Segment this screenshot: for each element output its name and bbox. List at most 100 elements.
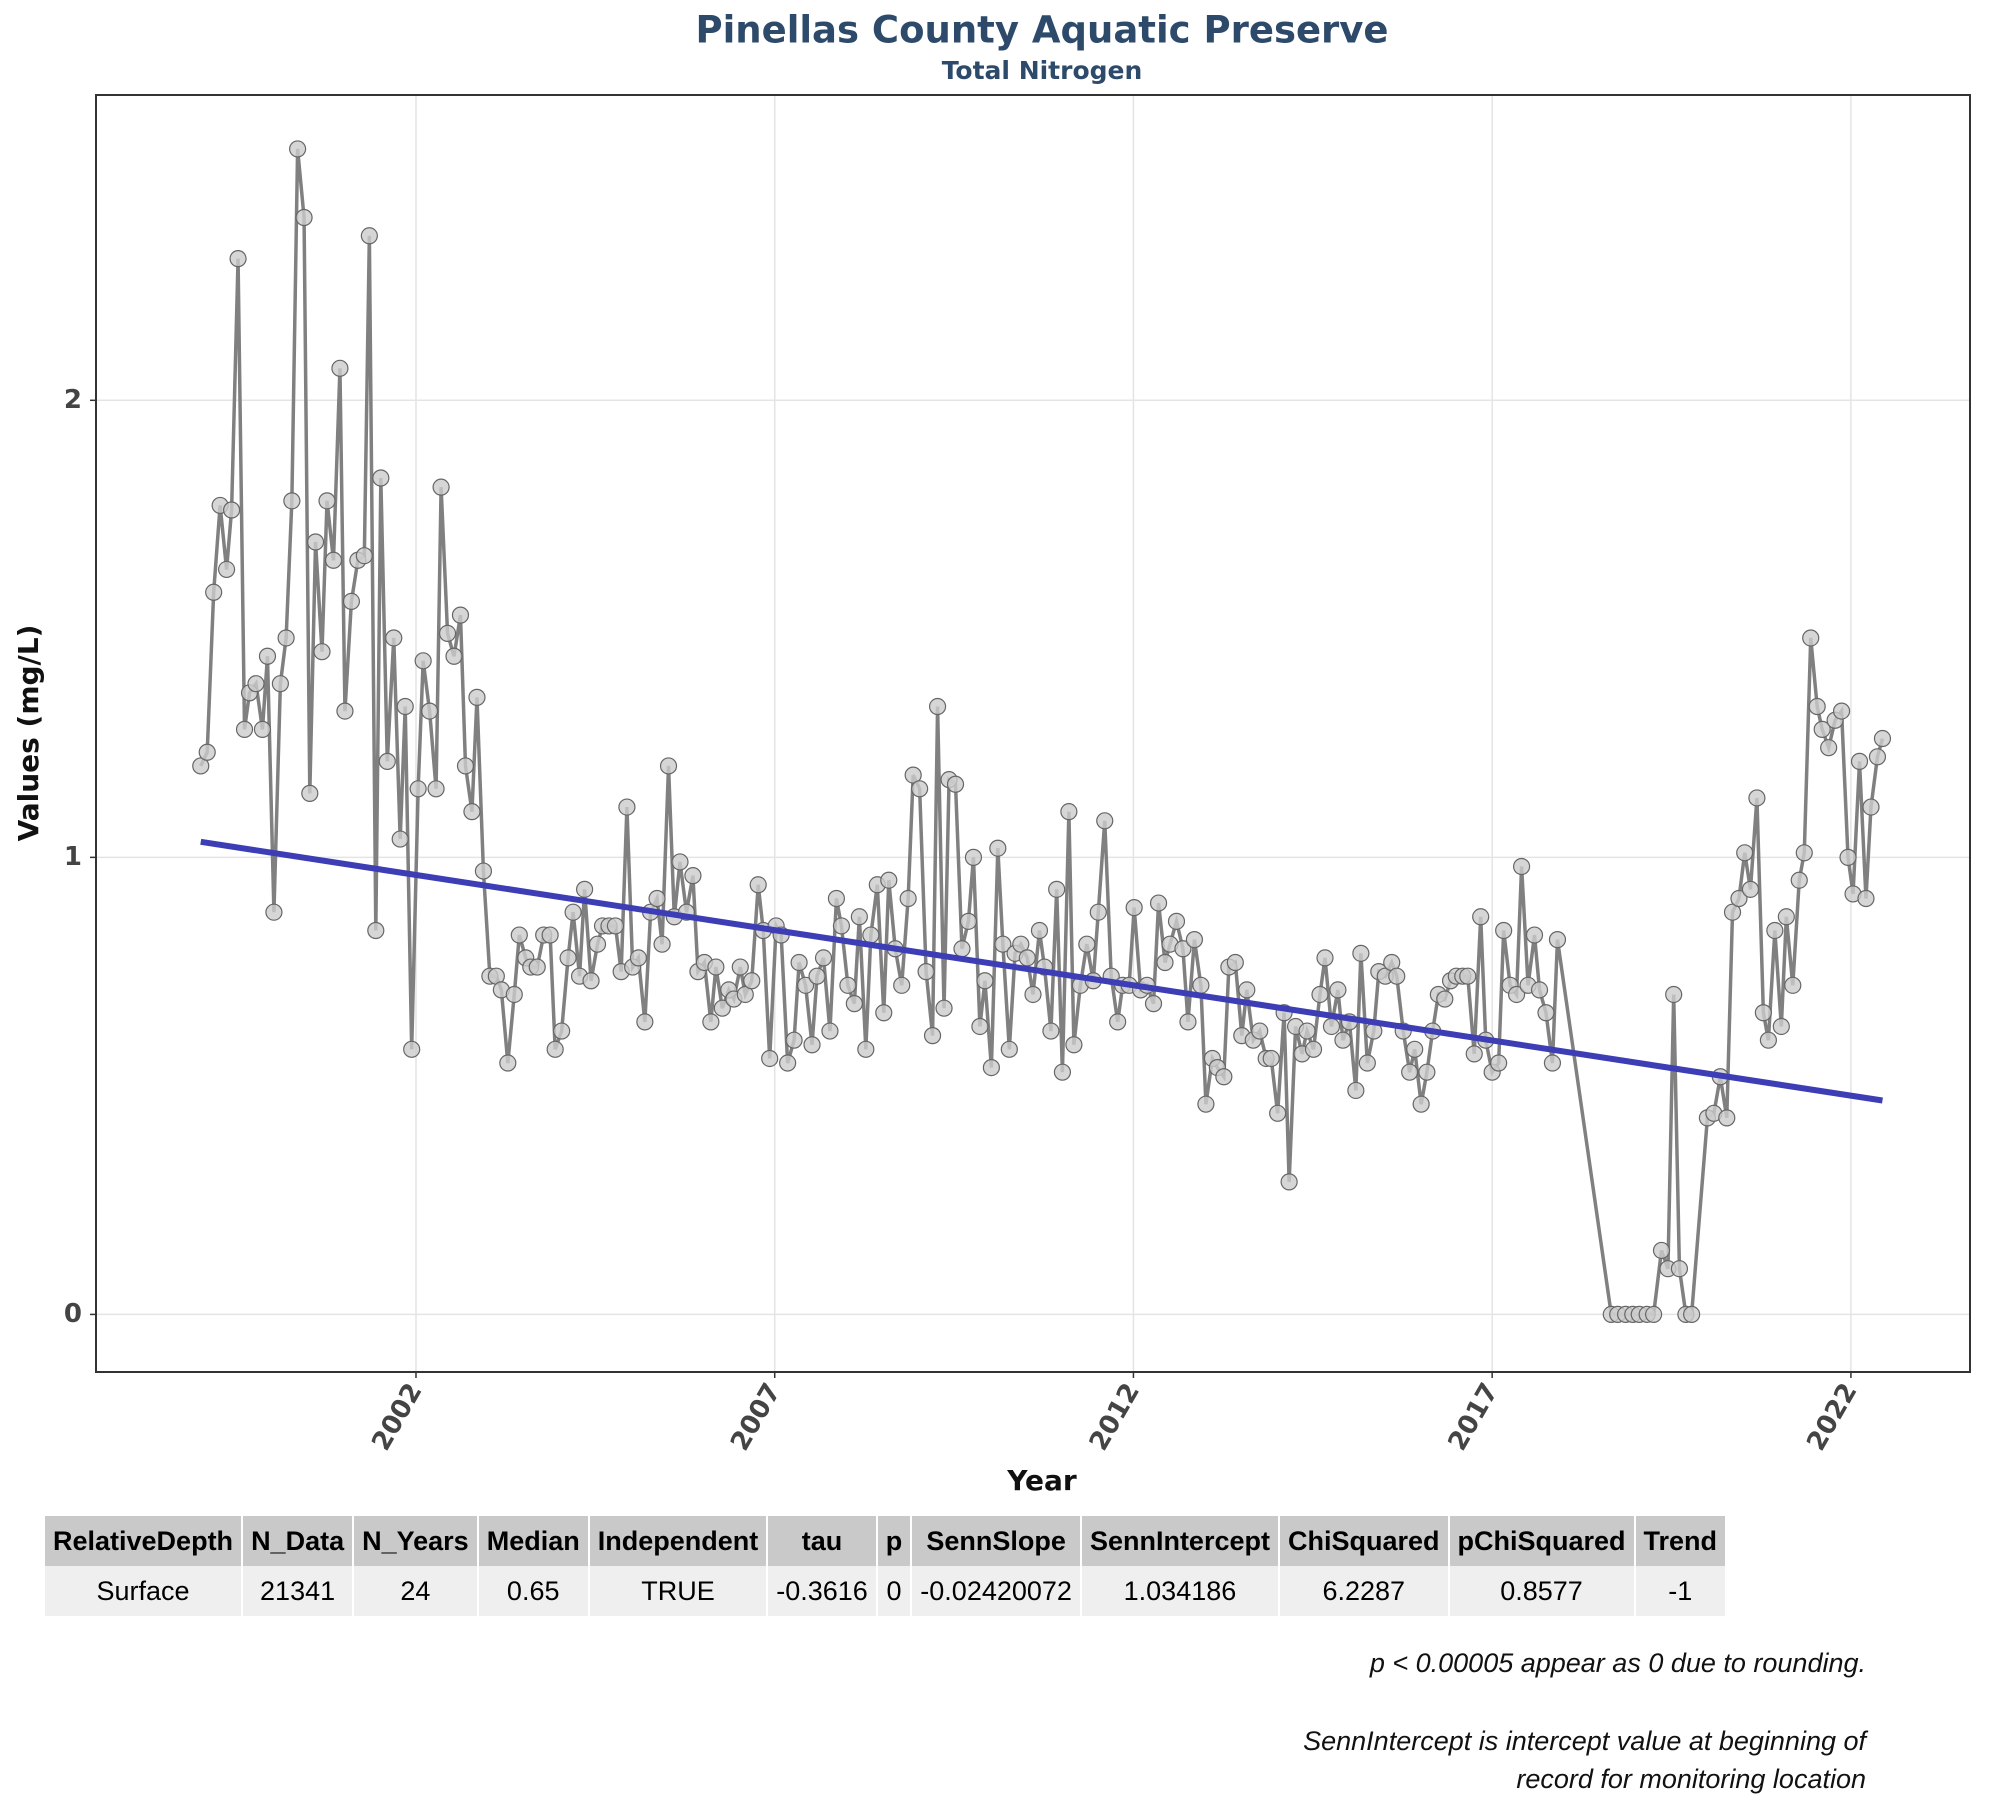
data-point [505, 985, 523, 1004]
data-point [265, 903, 283, 921]
data-point [893, 976, 911, 994]
data-point [235, 720, 254, 738]
data-point [553, 1022, 571, 1040]
data-point [1530, 981, 1549, 999]
data-point [1802, 629, 1820, 647]
data-point [456, 757, 475, 775]
table-header-cell: p [877, 1516, 911, 1566]
data-point [1790, 871, 1808, 889]
table-cell: 0.8577 [1449, 1566, 1634, 1616]
table-header-cell: pChiSquared [1449, 1516, 1634, 1566]
data-point [1358, 1054, 1376, 1072]
note: SennIntercept is intercept value at begi… [1303, 1726, 1866, 1756]
data-point [1298, 1022, 1316, 1040]
y-axis-title: Values (mg/L) [12, 625, 45, 842]
data-point [1311, 985, 1329, 1004]
table-header-cell: N_Data [243, 1516, 353, 1566]
data-point [528, 958, 546, 976]
data-point [911, 780, 929, 798]
data-point [1192, 976, 1210, 994]
data-point [1645, 1305, 1663, 1324]
data-point [277, 629, 295, 647]
data-point [331, 359, 349, 377]
data-point [588, 935, 607, 953]
data-point [1868, 748, 1887, 766]
data-point [989, 839, 1007, 857]
data-point [1512, 857, 1531, 876]
data-point [636, 1013, 654, 1031]
data-point [1548, 931, 1567, 949]
table-cell: -1 [1635, 1566, 1726, 1616]
data-point [468, 688, 486, 706]
data-point [618, 798, 636, 816]
data-point [1269, 1104, 1287, 1122]
table-cell: 21341 [243, 1566, 353, 1616]
data-point [1418, 1063, 1436, 1081]
data-point [1179, 1013, 1197, 1031]
note: record for monitoring location [1516, 1764, 1866, 1794]
table-header-cell: Independent [589, 1516, 767, 1566]
table-header-cell: tau [768, 1516, 876, 1566]
data-point [342, 592, 361, 611]
data-point [1197, 1095, 1215, 1113]
data-point [253, 720, 272, 738]
data-point [575, 880, 594, 898]
data-point [313, 643, 331, 661]
data-point [1280, 1173, 1298, 1191]
data-point [1652, 1241, 1671, 1260]
data-point [1226, 953, 1244, 972]
data-point [1543, 1054, 1562, 1072]
data-point [510, 926, 528, 944]
data-point [1748, 789, 1766, 807]
data-point [923, 1027, 942, 1045]
data-point [749, 876, 767, 894]
data-point [1873, 729, 1892, 748]
data-point [1459, 967, 1477, 985]
data-point [1537, 1004, 1555, 1022]
data-point [421, 702, 439, 720]
data-point [336, 702, 354, 720]
data-point [1406, 1040, 1424, 1058]
table-header-cell: RelativeDepth [45, 1516, 242, 1566]
data-point [880, 871, 898, 889]
data-point [295, 208, 313, 227]
data-point [217, 560, 236, 579]
data-point [1262, 1049, 1280, 1068]
data-point [1065, 1036, 1083, 1054]
data-point [318, 492, 336, 510]
data-point [857, 1040, 875, 1058]
data-point [1096, 812, 1114, 830]
data-point [1042, 1022, 1060, 1040]
data-point [707, 958, 725, 976]
data-point [648, 889, 666, 908]
data-point [814, 949, 833, 967]
data-point [1839, 848, 1857, 866]
data-point [702, 1013, 720, 1031]
data-point [546, 1040, 564, 1058]
data-point [653, 935, 671, 953]
y-tick-label: 0 [64, 1299, 82, 1329]
data-point [445, 647, 463, 665]
data-point [1388, 967, 1406, 985]
data-point [1525, 926, 1544, 944]
chart-title: Pinellas County Aquatic Preserve [695, 9, 1388, 52]
data-point [396, 697, 414, 716]
data-point [1683, 1305, 1701, 1324]
data-point [301, 784, 319, 802]
data-point [1412, 1095, 1430, 1113]
data-point [1156, 953, 1174, 972]
data-point [1329, 981, 1347, 999]
data-point [796, 976, 815, 994]
data-point [1820, 739, 1838, 757]
table-header-cell: N_Years [354, 1516, 477, 1566]
data-point [1759, 1031, 1777, 1049]
data-point [821, 1022, 839, 1040]
data-point [289, 140, 307, 158]
data-point [1472, 908, 1490, 926]
data-point [1808, 697, 1826, 716]
data-point [713, 999, 731, 1017]
data-point [205, 583, 223, 601]
data-point [904, 766, 922, 784]
data-point [1490, 1054, 1508, 1072]
